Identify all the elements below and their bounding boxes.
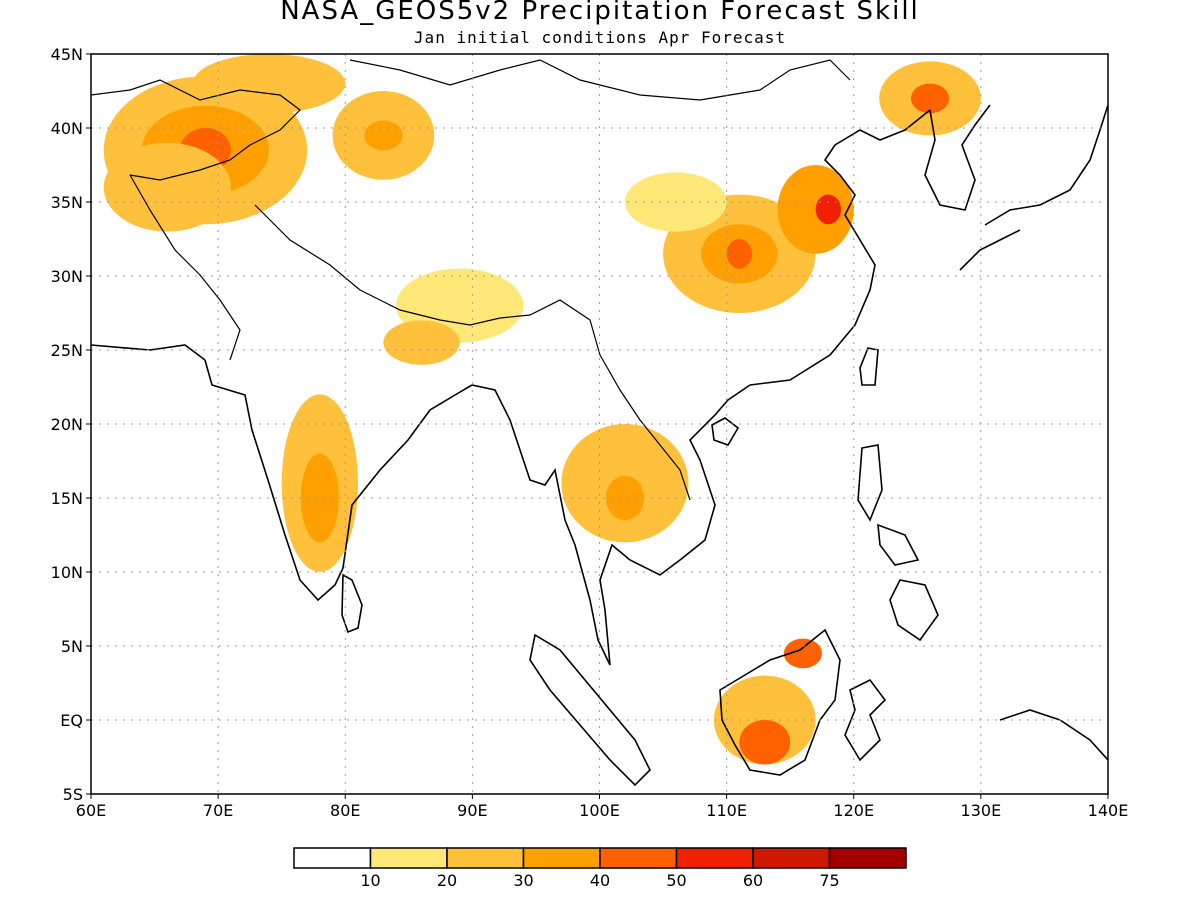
coastline-india xyxy=(204,359,473,602)
coastline-sumatra xyxy=(529,633,651,787)
skill-region-15 xyxy=(726,239,753,269)
x-tick-label: 110E xyxy=(706,801,747,820)
coastline-japan xyxy=(984,104,1108,226)
skill-shading xyxy=(103,54,981,765)
skill-region-3 xyxy=(103,142,231,232)
x-tick-label: 130E xyxy=(961,801,1002,820)
colorbar-swatch xyxy=(599,847,678,869)
colorbar-label: 20 xyxy=(437,871,457,890)
skill-region-17 xyxy=(815,194,842,225)
border-central-asia xyxy=(91,79,301,181)
y-tick-label: 45N xyxy=(51,45,83,64)
y-tick-label: EQ xyxy=(60,711,83,730)
coastline-korea xyxy=(924,104,991,211)
skill-region-10 xyxy=(300,453,339,543)
coastline-taiwan xyxy=(859,347,879,386)
y-tick-label: 5N xyxy=(61,637,83,656)
colorbar-swatch xyxy=(369,847,448,869)
colorbar-label: 60 xyxy=(743,871,763,890)
coastline-sulawesi xyxy=(844,678,887,762)
x-tick-label: 100E xyxy=(579,801,620,820)
x-tick-label: 80E xyxy=(330,801,360,820)
coastline-myanmar xyxy=(471,384,611,666)
colorbar-swatch xyxy=(752,847,831,869)
coastline-sri-lanka xyxy=(341,573,363,634)
border-pakistan xyxy=(129,174,241,361)
colorbar-swatch xyxy=(522,847,601,869)
x-tick-label: 140E xyxy=(1088,801,1129,820)
coastline-visayas xyxy=(877,523,920,566)
coastline-borneo xyxy=(719,628,841,776)
coastlines xyxy=(91,59,1108,787)
colorbar-label: 30 xyxy=(513,871,533,890)
y-tick-label: 15N xyxy=(51,489,83,508)
skill-region-16 xyxy=(777,165,854,254)
skill-region-20 xyxy=(910,83,950,114)
colorbar-label: 50 xyxy=(666,871,686,890)
skill-region-22 xyxy=(739,720,791,765)
map-title: NASA_GEOS5v2 Precipitation Forecast Skil… xyxy=(280,0,920,26)
coastline-new-guinea xyxy=(999,709,1108,761)
skill-region-4 xyxy=(192,54,346,114)
y-tick-label: 30N xyxy=(51,267,83,286)
y-tick-label: 5S xyxy=(63,785,83,804)
coastline-mindanao xyxy=(889,579,939,642)
coastline-japan-south xyxy=(959,229,1021,271)
y-tick-label: 40N xyxy=(51,119,83,138)
coastline-gulf-thailand xyxy=(599,384,751,666)
colorbar-label: 10 xyxy=(360,871,380,890)
map-subtitle: Jan initial conditions Apr Forecast xyxy=(413,28,787,47)
skill-region-8 xyxy=(383,320,460,365)
colorbar-label: 75 xyxy=(819,871,839,890)
y-tick-label: 20N xyxy=(51,415,83,434)
border-himalaya xyxy=(254,204,601,356)
y-tick-label: 10N xyxy=(51,563,83,582)
coastline-arabian-sea xyxy=(91,344,206,361)
colorbar-swatch xyxy=(828,847,907,869)
latitude-axis: 45N 40N 35N 30N 25N 20N 15N 10N 5N EQ 5S xyxy=(51,45,91,804)
x-tick-label: 60E xyxy=(76,801,106,820)
border-indochina xyxy=(599,354,691,501)
colorbar-legend: 10 20 30 40 50 60 75 xyxy=(293,847,907,890)
x-tick-label: 90E xyxy=(457,801,487,820)
coastline-hainan xyxy=(711,417,740,446)
y-tick-label: 25N xyxy=(51,341,83,360)
colorbar-label: 40 xyxy=(590,871,610,890)
colorbar-swatch xyxy=(293,847,372,869)
colorbar-swatch xyxy=(446,847,525,869)
coastline-luzon xyxy=(857,444,883,522)
longitude-axis: 60E 70E 80E 90E 100E 110E 120E 130E 140E xyxy=(76,794,1129,820)
graticule xyxy=(91,54,1108,794)
skill-region-6 xyxy=(364,120,403,151)
y-tick-label: 35N xyxy=(51,193,83,212)
border-mongolia xyxy=(349,59,851,101)
x-tick-label: 120E xyxy=(833,801,874,820)
skill-region-12 xyxy=(605,475,644,521)
colorbar-swatch xyxy=(675,847,754,869)
x-tick-label: 70E xyxy=(203,801,233,820)
coastline-china xyxy=(749,109,931,386)
